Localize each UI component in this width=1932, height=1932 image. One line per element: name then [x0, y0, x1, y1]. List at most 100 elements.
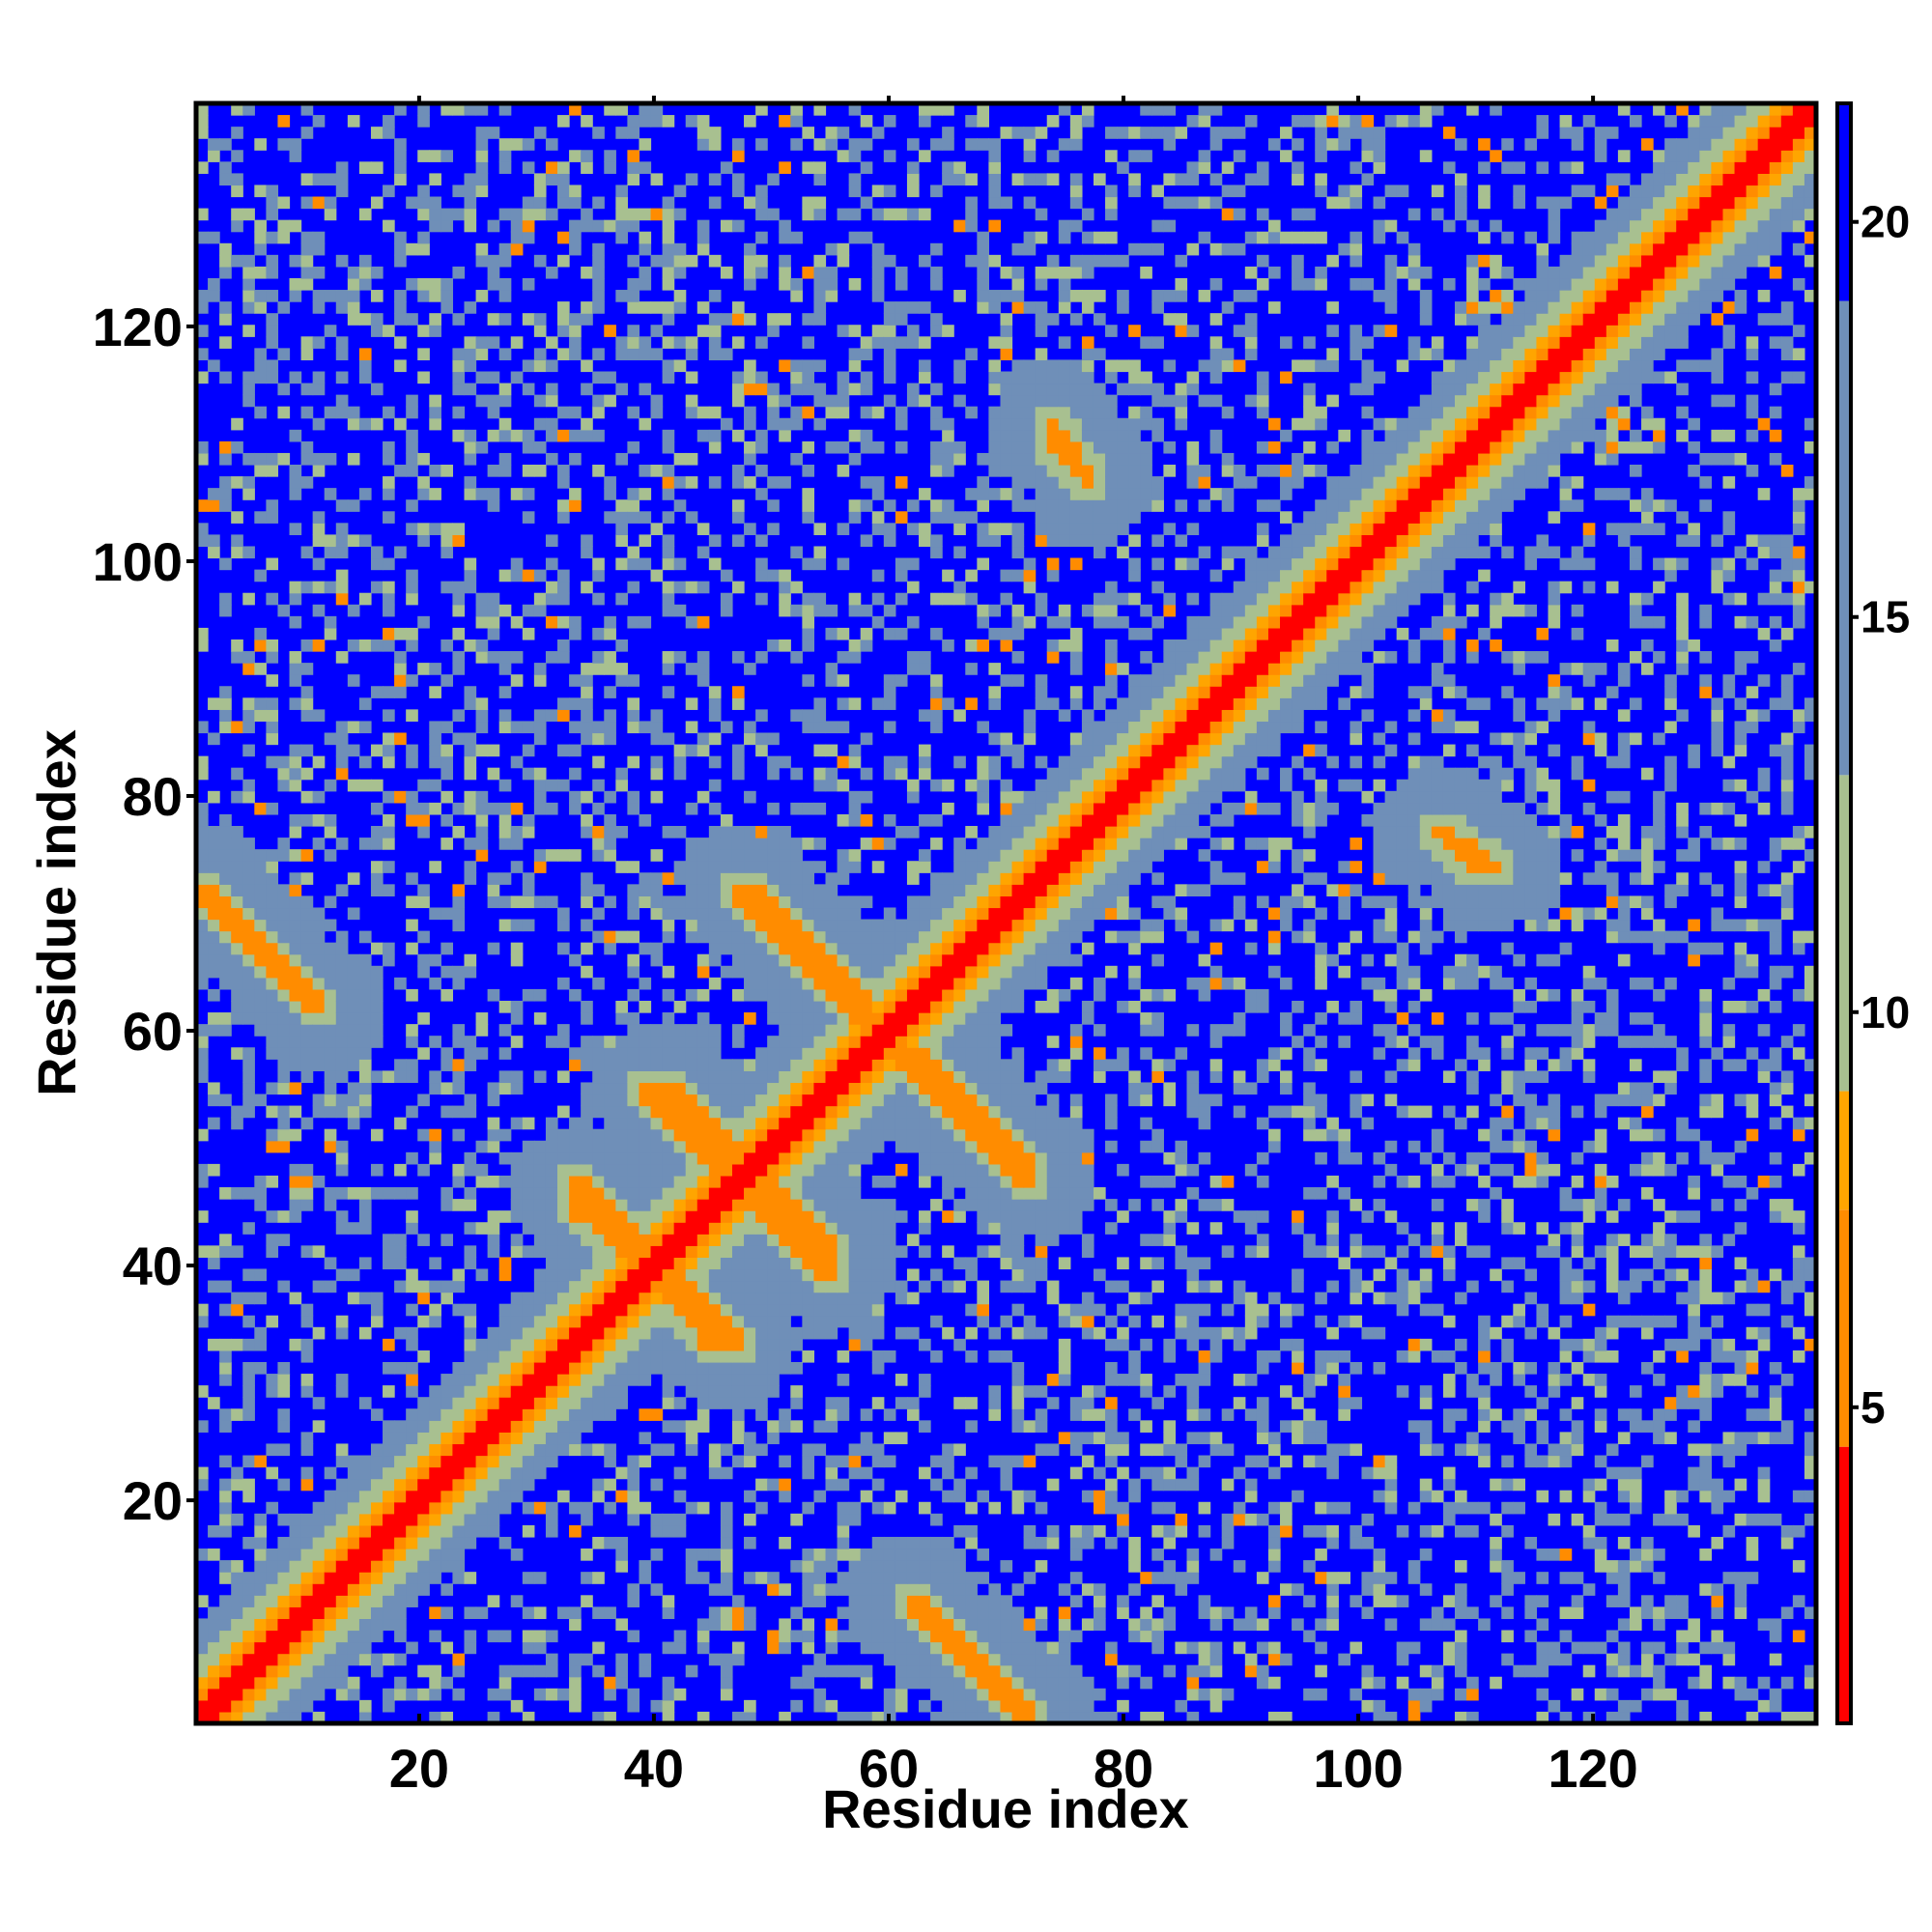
heatmap-cell: [522, 895, 535, 909]
heatmap-cell: [452, 1490, 466, 1503]
heatmap-cell: [370, 1466, 384, 1480]
heatmap-cell: [1128, 1664, 1141, 1678]
heatmap-cell: [731, 1385, 745, 1398]
heatmap-cell: [1757, 1326, 1771, 1340]
heatmap-cell: [452, 103, 466, 116]
heatmap-cell: [406, 755, 418, 769]
heatmap-cell: [370, 744, 384, 757]
heatmap-cell: [533, 359, 547, 373]
heatmap-cell: [452, 1548, 466, 1561]
heatmap-cell: [406, 1222, 418, 1235]
heatmap-cell: [592, 1280, 605, 1293]
heatmap-cell: [615, 103, 628, 116]
heatmap-cell: [510, 838, 524, 850]
heatmap-cell: [965, 1466, 978, 1480]
heatmap-cell: [429, 1082, 441, 1095]
heatmap-cell: [662, 663, 675, 675]
heatmap-cell: [1571, 1606, 1584, 1620]
heatmap-cell: [1000, 1210, 1013, 1223]
heatmap-cell: [696, 1315, 710, 1328]
heatmap-cell: [871, 1536, 885, 1549]
heatmap-cell: [685, 1315, 698, 1328]
heatmap-cell: [335, 1036, 349, 1048]
heatmap-cell: [755, 1374, 768, 1386]
heatmap-cell: [498, 290, 512, 302]
heatmap-cell: [639, 1117, 652, 1130]
heatmap-cell: [277, 1664, 291, 1678]
heatmap-cell: [696, 1199, 710, 1211]
heatmap-cell: [196, 452, 209, 466]
heatmap-cell: [487, 895, 500, 909]
heatmap-cell: [266, 1560, 279, 1573]
heatmap-cell: [358, 277, 372, 291]
heatmap-cell: [266, 1000, 279, 1013]
heatmap-cell: [231, 767, 243, 781]
heatmap-cell: [277, 1140, 291, 1153]
heatmap-cell: [487, 1117, 500, 1130]
heatmap-cell: [557, 115, 570, 128]
heatmap-cell: [417, 1128, 430, 1142]
heatmap-cell: [1198, 1606, 1211, 1620]
heatmap-cell: [953, 1641, 966, 1655]
heatmap-cell: [277, 1024, 291, 1037]
heatmap-cell: [1734, 1676, 1747, 1690]
heatmap-cell: [1046, 1699, 1060, 1713]
heatmap-cell: [335, 592, 349, 606]
heatmap-cell: [848, 1175, 862, 1188]
heatmap-cell: [219, 1374, 232, 1386]
heatmap-cell: [662, 1350, 675, 1363]
heatmap-cell: [1373, 1572, 1386, 1584]
heatmap-cell: [383, 1443, 395, 1457]
heatmap-cell: [522, 1711, 535, 1724]
heatmap-cell: [242, 872, 255, 885]
heatmap-cell: [1244, 1513, 1258, 1526]
heatmap-cell: [300, 686, 314, 698]
heatmap-cell: [440, 1292, 454, 1305]
heatmap-cell: [429, 1151, 441, 1165]
heatmap-cell: [370, 1012, 384, 1025]
heatmap-cell: [883, 1455, 896, 1468]
heatmap-cell: [837, 1234, 850, 1246]
heatmap-cell: [639, 1175, 652, 1188]
heatmap-cell: [533, 1268, 547, 1282]
heatmap-cell: [871, 1268, 885, 1282]
heatmap-cell: [219, 1630, 232, 1643]
heatmap-cell: [1594, 1641, 1607, 1655]
heatmap-cell: [498, 1210, 512, 1223]
heatmap-cell: [604, 732, 616, 746]
heatmap-cell: [895, 1326, 908, 1340]
heatmap-cell: [627, 1187, 640, 1200]
heatmap-cell: [767, 1280, 780, 1293]
heatmap-cell: [696, 1187, 710, 1200]
heatmap-cell: [1292, 1268, 1304, 1282]
heatmap-cell: [545, 1315, 558, 1328]
heatmap-cell: [1046, 1234, 1060, 1246]
heatmap-cell: [487, 1210, 500, 1223]
heatmap-cell: [627, 1024, 640, 1037]
heatmap-cell: [452, 592, 466, 606]
heatmap-cell: [452, 185, 466, 198]
heatmap-cell: [1373, 1676, 1386, 1690]
heatmap-cell: [779, 1455, 791, 1468]
heatmap-cell: [1303, 1385, 1316, 1398]
heatmap-cell: [592, 1163, 605, 1177]
heatmap-cell: [581, 790, 593, 804]
heatmap-cell: [673, 1513, 687, 1526]
heatmap-cell: [708, 406, 722, 419]
heatmap-cell: [1163, 1501, 1177, 1515]
heatmap-cell: [685, 1059, 698, 1071]
heatmap-cell: [1548, 1513, 1561, 1526]
heatmap-cell: [604, 1199, 616, 1211]
heatmap-cell: [440, 1082, 454, 1095]
heatmap-cell: [662, 1420, 675, 1433]
heatmap-cell: [650, 1338, 664, 1351]
heatmap-cell: [1175, 1699, 1188, 1713]
heatmap-cell: [1373, 1548, 1386, 1561]
heatmap-cell: [347, 1548, 360, 1561]
heatmap-cell: [406, 639, 418, 652]
heatmap-cell: [429, 1630, 441, 1643]
heatmap-cell: [266, 1548, 279, 1561]
heatmap-cell: [604, 103, 616, 116]
heatmap-cell: [219, 266, 232, 279]
heatmap-cell: [977, 1490, 989, 1503]
